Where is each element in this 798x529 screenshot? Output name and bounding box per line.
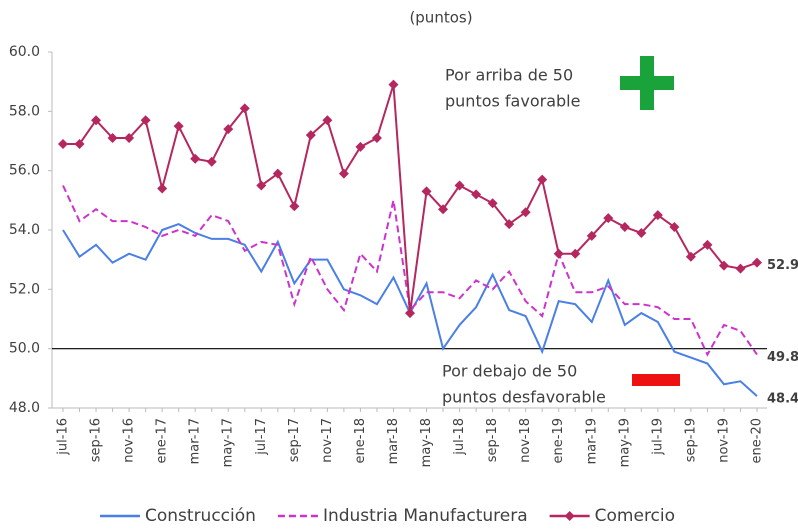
x-tick-label: sep-19 (683, 418, 698, 462)
legend-label: Industria Manufacturera (323, 506, 528, 526)
marker (256, 180, 267, 191)
legend-label: Comercio (595, 506, 675, 526)
marker (388, 79, 399, 90)
plus-icon (620, 56, 674, 110)
marker (603, 213, 614, 224)
marker (272, 168, 283, 179)
marker (718, 260, 729, 271)
marker (206, 156, 217, 167)
x-tick-label: jul-17 (254, 418, 269, 456)
marker (553, 248, 564, 259)
marker (702, 239, 713, 250)
marker (636, 227, 647, 238)
marker (537, 174, 548, 185)
x-tick-label: nov-16 (122, 418, 137, 463)
marker (190, 153, 201, 164)
annotation: puntos favorable (445, 92, 580, 111)
marker (239, 103, 250, 114)
y-tick-label: 54.0 (9, 222, 40, 238)
x-tick-label: may-18 (419, 418, 434, 467)
chart-subtitle: (puntos) (409, 9, 472, 27)
marker (570, 248, 581, 259)
marker (405, 308, 415, 319)
marker (752, 257, 762, 268)
x-tick-label: jul-18 (452, 418, 467, 456)
marker (735, 263, 746, 274)
annotation: puntos desfavorable (442, 388, 606, 407)
annotation: Por debajo de 50 (442, 362, 577, 381)
marker (471, 189, 482, 200)
x-tick-label: ene-17 (155, 418, 170, 463)
legend-label: Construcción (145, 506, 256, 526)
marker (438, 204, 449, 215)
marker (520, 207, 531, 218)
marker (652, 210, 663, 221)
marker (157, 183, 168, 194)
marker (124, 133, 135, 144)
x-tick-label: ene-20 (750, 418, 765, 463)
x-tick-label: may-17 (221, 418, 236, 467)
y-tick-label: 60.0 (9, 44, 40, 60)
x-tick-label: jul-19 (650, 418, 665, 456)
y-tick-label: 50.0 (9, 341, 40, 357)
marker (107, 133, 118, 144)
marker (173, 121, 184, 132)
marker (355, 141, 366, 152)
minus-icon (632, 374, 680, 386)
x-tick-label: jul-16 (56, 418, 71, 456)
marker (487, 198, 498, 209)
y-tick-label: 58.0 (9, 103, 40, 119)
x-tick-label: mar-18 (386, 418, 401, 464)
y-tick-label: 56.0 (9, 163, 40, 179)
marker (669, 222, 680, 233)
marker (338, 168, 349, 179)
x-tick-label: nov-18 (518, 418, 533, 463)
marker (421, 186, 432, 197)
x-tick-label: sep-16 (89, 418, 104, 462)
marker (140, 115, 151, 126)
end-label: 52.9 (767, 258, 798, 273)
marker (685, 251, 696, 262)
x-tick-label: sep-18 (485, 418, 500, 462)
annotation: Por arriba de 50 (445, 66, 573, 85)
y-tick-label: 52.0 (9, 281, 40, 297)
x-tick-label: nov-17 (320, 418, 335, 463)
x-tick-label: ene-18 (353, 418, 368, 463)
marker (91, 115, 102, 126)
series-line (63, 84, 758, 314)
marker (454, 180, 465, 191)
y-tick-label: 48.0 (9, 400, 40, 416)
x-tick-label: sep-17 (287, 418, 302, 462)
marker (74, 138, 85, 149)
end-label: 49.8 (767, 350, 798, 365)
x-tick-label: nov-19 (716, 418, 731, 463)
marker (371, 133, 382, 144)
marker (504, 219, 515, 230)
marker (289, 201, 300, 212)
marker (322, 115, 333, 126)
series-line (62, 185, 758, 357)
marker (58, 138, 68, 149)
end-label: 48.4 (767, 392, 798, 407)
marker (223, 124, 234, 135)
x-tick-label: mar-17 (188, 418, 203, 464)
marker (619, 222, 630, 233)
marker (305, 130, 316, 141)
x-tick-label: mar-19 (584, 418, 599, 464)
x-tick-label: ene-19 (551, 418, 566, 463)
legend-marker (564, 511, 575, 521)
marker (586, 230, 597, 241)
x-tick-label: may-19 (617, 418, 632, 467)
